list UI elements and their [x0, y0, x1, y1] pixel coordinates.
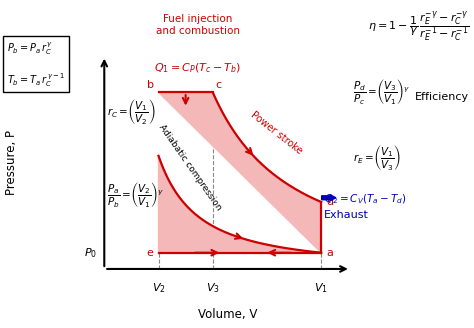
- Text: $P_0$: $P_0$: [84, 246, 97, 260]
- Text: $V_3$: $V_3$: [206, 281, 219, 295]
- Text: Power stroke: Power stroke: [249, 110, 304, 156]
- Text: $\eta = 1 - \dfrac{1}{\gamma}\,\dfrac{r_E^{-\gamma} - r_C^{-\gamma}}{r_E^{-1} - : $\eta = 1 - \dfrac{1}{\gamma}\,\dfrac{r_…: [368, 10, 469, 44]
- Text: Volume, V: Volume, V: [198, 308, 257, 321]
- Text: $V_1$: $V_1$: [314, 281, 328, 295]
- Text: c: c: [215, 80, 221, 90]
- Text: $P_b = P_a\, r_C^\gamma$

$T_b = T_a\, r_C^{\,\gamma-1}$: $P_b = P_a\, r_C^\gamma$ $T_b = T_a\, r_…: [7, 40, 65, 89]
- Text: $V_2$: $V_2$: [152, 281, 165, 295]
- Text: Fuel injection
and combustion: Fuel injection and combustion: [156, 14, 240, 36]
- Text: Adiabatic compression: Adiabatic compression: [157, 123, 224, 212]
- Text: Pressure, P: Pressure, P: [5, 130, 18, 195]
- Text: a: a: [326, 248, 333, 258]
- Polygon shape: [158, 92, 321, 253]
- Text: e: e: [146, 248, 154, 258]
- Text: $Q_1 = C_P(T_c - T_b)$: $Q_1 = C_P(T_c - T_b)$: [155, 62, 242, 75]
- Text: $\dfrac{P_a}{P_b} = \!\left(\dfrac{V_2}{V_1}\right)^{\!\gamma}$: $\dfrac{P_a}{P_b} = \!\left(\dfrac{V_2}{…: [107, 180, 164, 209]
- Text: Exhaust: Exhaust: [324, 210, 368, 220]
- Text: $\dfrac{P_d}{P_c} = \!\left(\dfrac{V_3}{V_1}\right)^{\!\gamma}$: $\dfrac{P_d}{P_c} = \!\left(\dfrac{V_3}{…: [353, 77, 410, 106]
- Text: Efficiency: Efficiency: [415, 92, 469, 102]
- Text: $r_E = \!\left(\dfrac{V_1}{V_3}\right)$: $r_E = \!\left(\dfrac{V_1}{V_3}\right)$: [353, 143, 401, 172]
- Text: $Q_2 = C_V(T_a - T_d)$: $Q_2 = C_V(T_a - T_d)$: [324, 192, 406, 206]
- Text: $r_C = \!\left(\dfrac{V_1}{V_2}\right)$: $r_C = \!\left(\dfrac{V_1}{V_2}\right)$: [107, 97, 155, 126]
- Text: b: b: [146, 80, 154, 90]
- Text: d: d: [326, 197, 333, 207]
